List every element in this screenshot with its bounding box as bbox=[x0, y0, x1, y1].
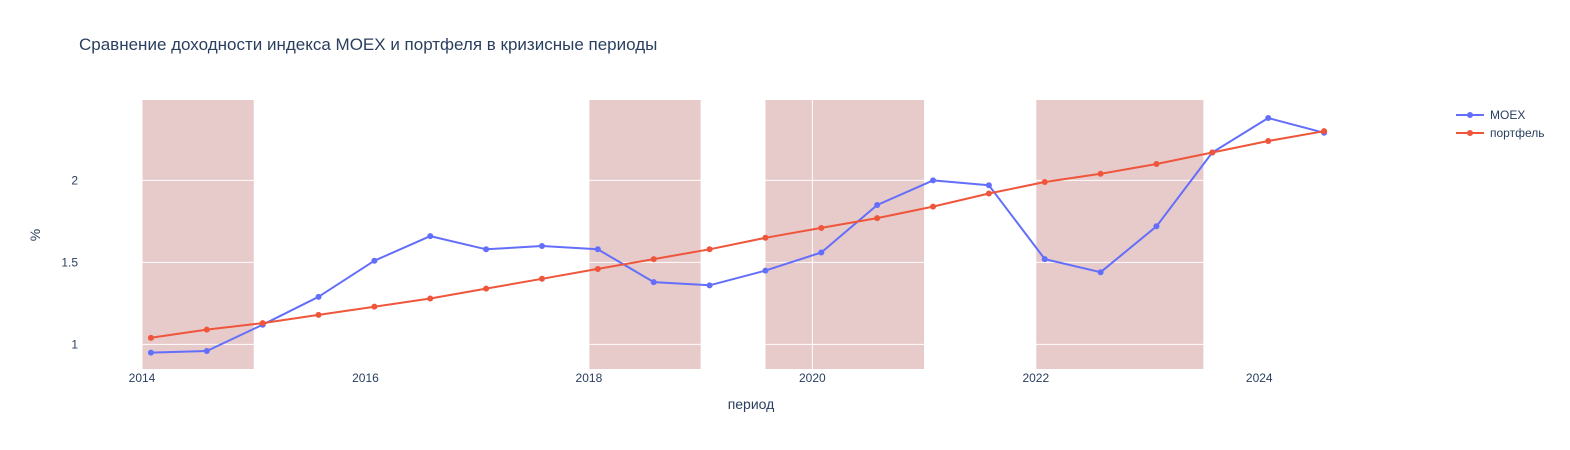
series-0-point-10 bbox=[706, 282, 713, 289]
legend[interactable]: MOEX портфель bbox=[1456, 108, 1544, 140]
series-1-line bbox=[150, 130, 1325, 339]
legend-swatch-marker-1 bbox=[1467, 130, 1473, 136]
series-1-point-4 bbox=[371, 303, 378, 310]
legend-item-1[interactable]: портфель bbox=[1456, 126, 1544, 140]
legend-label-1: портфель bbox=[1490, 126, 1544, 140]
series-1-point-17 bbox=[1097, 170, 1104, 177]
series-0-point-14 bbox=[930, 177, 937, 184]
series-0-point-4 bbox=[371, 257, 378, 264]
y-tick-label-1: 1 bbox=[71, 337, 78, 351]
series-1-point-10 bbox=[706, 246, 713, 253]
x-tick-label-2024: 2024 bbox=[1246, 371, 1273, 385]
series-1-point-8 bbox=[594, 265, 601, 272]
crisis-band-3 bbox=[1035, 100, 1204, 369]
series-1-point-15 bbox=[985, 190, 992, 197]
series-1-point-6 bbox=[483, 285, 490, 292]
x-tick-label-2016: 2016 bbox=[352, 371, 379, 385]
y-tick-label-1.5: 1.5 bbox=[61, 255, 78, 269]
crisis-band-1 bbox=[588, 100, 701, 369]
series-0-point-16 bbox=[1041, 256, 1048, 263]
series-0-point-3 bbox=[315, 293, 322, 300]
series-1-point-1 bbox=[203, 326, 210, 333]
series-0-point-7 bbox=[538, 242, 545, 249]
series-0-line bbox=[150, 117, 1325, 354]
series-0-point-1 bbox=[203, 347, 210, 354]
crisis-band-0 bbox=[142, 100, 254, 369]
series-1-point-13 bbox=[874, 215, 881, 222]
series-0-point-20 bbox=[1265, 115, 1272, 122]
series-1-point-18 bbox=[1153, 160, 1160, 167]
legend-label-0: MOEX bbox=[1490, 108, 1525, 122]
series-1-point-14 bbox=[930, 203, 937, 210]
series-1-point-16 bbox=[1041, 179, 1048, 186]
series-0-point-13 bbox=[874, 201, 881, 208]
x-tick-label-2020: 2020 bbox=[799, 371, 826, 385]
series-0-point-9 bbox=[650, 279, 657, 286]
crisis-band-2 bbox=[765, 100, 925, 369]
series-1-point-2 bbox=[259, 320, 266, 327]
series-1-point-12 bbox=[818, 224, 825, 231]
series-1-point-9 bbox=[650, 256, 657, 263]
x-tick-label-2018: 2018 bbox=[576, 371, 603, 385]
series-0-point-17 bbox=[1097, 269, 1104, 276]
series-1-point-5 bbox=[427, 295, 434, 302]
series-1-point-7 bbox=[538, 275, 545, 282]
series-1-point-20 bbox=[1265, 138, 1272, 145]
series-0-point-6 bbox=[483, 246, 490, 253]
series-0-point-0 bbox=[147, 349, 154, 356]
series-0-point-5 bbox=[427, 233, 434, 240]
series-0-point-12 bbox=[818, 249, 825, 256]
series-1-point-21 bbox=[1321, 128, 1328, 135]
series-0-point-15 bbox=[985, 182, 992, 189]
series-1-point-3 bbox=[315, 311, 322, 318]
plot-area: 2014 2016 2018 2020 2022 2024 1 1.5 2 bbox=[61, 100, 1371, 385]
x-tick-label-2022: 2022 bbox=[1022, 371, 1049, 385]
series-0-point-11 bbox=[762, 267, 769, 274]
series-1-point-0 bbox=[147, 334, 154, 341]
x-tick-label-2014: 2014 bbox=[129, 371, 156, 385]
legend-item-0[interactable]: MOEX bbox=[1456, 108, 1525, 122]
x-axis-title: период bbox=[728, 396, 775, 412]
y-axis-title: % bbox=[27, 229, 43, 241]
chart-title: Сравнение доходности индекса MOEX и порт… bbox=[79, 35, 657, 54]
series-0-point-18 bbox=[1153, 223, 1160, 230]
series-0-point-8 bbox=[594, 246, 601, 253]
series-1-point-19 bbox=[1209, 149, 1216, 156]
series-1-point-11 bbox=[762, 234, 769, 241]
legend-swatch-marker-0 bbox=[1467, 112, 1473, 118]
y-tick-label-2: 2 bbox=[71, 173, 78, 187]
